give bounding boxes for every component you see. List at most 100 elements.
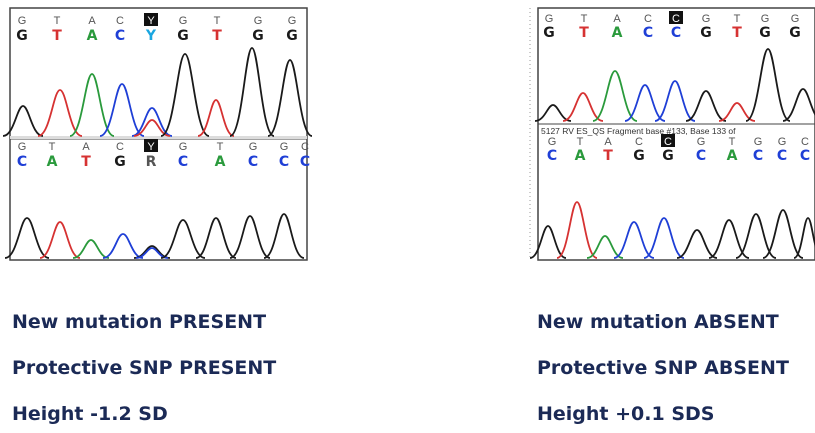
right-top-base-1: T bbox=[581, 13, 588, 25]
right-top-peak-3 bbox=[624, 84, 666, 122]
left-bottom-call-1: A bbox=[47, 154, 58, 170]
left-bottom-call-5: C bbox=[178, 154, 188, 170]
right-top-peak-6 bbox=[718, 102, 756, 122]
left-bottom-peak-5 bbox=[135, 247, 169, 259]
right-top-peak-8 bbox=[782, 88, 815, 122]
right-top-peak-4 bbox=[654, 80, 696, 122]
left-chromatogram-panel: G T A C Y G T G GG T A C Y G T G GG T A C Y G T G G CC A T G R C A C C C bbox=[2, 7, 313, 261]
left-top-call-3: C bbox=[115, 28, 125, 44]
left-top-base-3: C bbox=[116, 15, 124, 27]
left-bottom-base-4: Y bbox=[147, 141, 155, 153]
right-bottom-peak-9 bbox=[793, 217, 815, 259]
right-bottom-call-0: C bbox=[547, 148, 557, 164]
left-bottom-base-6: T bbox=[217, 141, 224, 153]
right-bottom-call-7: C bbox=[753, 148, 763, 164]
left-top-peak-4 bbox=[131, 107, 173, 137]
left-bottom-base-5: G bbox=[179, 141, 188, 153]
left-bottom-base-0: G bbox=[18, 141, 27, 153]
right-bottom-base-3: C bbox=[635, 136, 643, 148]
left-bottom-peak-0 bbox=[4, 217, 50, 259]
left-top-peak-0 bbox=[2, 105, 44, 137]
left-caption-height: Height -1.2 SD bbox=[12, 403, 168, 425]
right-top-peak-7 bbox=[745, 48, 791, 122]
right-caption-mutation: New mutation ABSENT bbox=[537, 311, 779, 333]
chromatogram-figure: G T A C Y G T G GG T A C Y G T G GG T A C Y G T G G CC A T G R C A C C C 5… bbox=[2, 7, 815, 261]
right-top-call-2: A bbox=[612, 25, 623, 41]
right-top-peak-2 bbox=[592, 70, 638, 122]
left-bottom-call-7: C bbox=[248, 154, 258, 170]
right-top-base-0: G bbox=[545, 13, 554, 25]
right-top-base-3: C bbox=[644, 13, 652, 25]
left-top-call-5: G bbox=[177, 28, 189, 44]
right-bottom-base-4: C bbox=[664, 136, 672, 148]
right-bottom-base-9: C bbox=[801, 136, 809, 148]
left-bottom-base-3: C bbox=[116, 141, 124, 153]
right-bottom-call-9: C bbox=[800, 148, 810, 164]
right-bottom-call-2: T bbox=[603, 148, 613, 164]
right-bottom-base-6: T bbox=[729, 136, 736, 148]
left-top-peak-9 bbox=[267, 59, 313, 137]
right-bottom-peak-6 bbox=[708, 219, 750, 259]
left-bottom-peak-3 bbox=[102, 233, 144, 259]
left-bottom-base-7: G bbox=[249, 141, 258, 153]
right-bottom-peak-7 bbox=[735, 213, 777, 259]
left-bottom-peak-8 bbox=[229, 215, 271, 259]
fragment-label: 5127 RV ES_QS Fragment base #133, Base 1… bbox=[541, 126, 736, 136]
right-bottom-call-6: A bbox=[727, 148, 738, 164]
right-bottom-peak-3 bbox=[613, 221, 655, 259]
left-bottom-call-8: C bbox=[279, 154, 289, 170]
right-top-peak-5 bbox=[685, 90, 727, 122]
left-top-base-4: Y bbox=[147, 15, 155, 27]
right-top-base-8: G bbox=[791, 13, 800, 25]
left-top-call-2: A bbox=[87, 28, 98, 44]
left-top-base-6: T bbox=[214, 15, 221, 27]
right-top-base-5: G bbox=[702, 13, 711, 25]
left-bottom-call-9: C bbox=[300, 154, 310, 170]
left-top-peak-7 bbox=[197, 99, 235, 137]
right-bottom-base-1: T bbox=[577, 136, 584, 148]
left-bottom-peak-1 bbox=[39, 221, 81, 259]
left-top-call-8: G bbox=[286, 28, 298, 44]
right-caption-snp: Protective SNP ABSENT bbox=[537, 357, 789, 379]
right-bottom-base-2: A bbox=[604, 136, 612, 148]
left-bottom-call-2: T bbox=[81, 154, 91, 170]
left-bottom-base-2: A bbox=[82, 141, 90, 153]
left-bottom-base-8: G bbox=[280, 141, 289, 153]
left-top-peak-5 bbox=[133, 119, 171, 137]
left-caption-snp: Protective SNP PRESENT bbox=[12, 357, 277, 379]
right-bottom-base-7: G bbox=[754, 136, 763, 148]
left-bottom-base-1: T bbox=[49, 141, 56, 153]
right-bottom-peak-5 bbox=[676, 229, 718, 259]
right-bottom-base-0: G bbox=[548, 136, 557, 148]
right-bottom-peak-4 bbox=[643, 217, 685, 259]
left-bottom-peak-4 bbox=[133, 245, 171, 259]
right-top-call-0: G bbox=[543, 25, 555, 41]
left-bottom-call-6: A bbox=[215, 154, 226, 170]
right-caption-height: Height +0.1 SDS bbox=[537, 403, 715, 425]
left-bottom-call-3: G bbox=[114, 154, 126, 170]
right-bottom-base-5: G bbox=[697, 136, 706, 148]
left-top-call-6: T bbox=[212, 28, 222, 44]
right-top-base-6: T bbox=[734, 13, 741, 25]
left-caption-mutation: New mutation PRESENT bbox=[12, 311, 267, 333]
left-top-base-0: G bbox=[18, 15, 27, 27]
left-bottom-base-9: C bbox=[301, 141, 309, 153]
right-bottom-base-8: G bbox=[778, 136, 787, 148]
right-top-call-6: T bbox=[732, 25, 742, 41]
right-chromatogram-panel: 5127 RV ES_QS Fragment base #133, Base 1… bbox=[529, 7, 815, 261]
left-top-peak-3 bbox=[99, 83, 145, 137]
left-top-call-7: G bbox=[252, 28, 264, 44]
left-bottom-peak-2 bbox=[72, 239, 110, 259]
right-top-peak-1 bbox=[562, 92, 604, 122]
left-bottom-call-4: R bbox=[146, 154, 157, 170]
right-top-call-4: C bbox=[671, 25, 681, 41]
right-bottom-peak-2 bbox=[586, 235, 624, 259]
right-top-base-7: G bbox=[761, 13, 770, 25]
left-bottom-call-0: C bbox=[17, 154, 27, 170]
right-bottom-call-1: A bbox=[575, 148, 586, 164]
right-top-call-3: C bbox=[643, 25, 653, 41]
left-top-peak-8 bbox=[229, 47, 275, 137]
left-top-base-8: G bbox=[288, 15, 297, 27]
right-bottom-peak-1 bbox=[556, 201, 598, 259]
left-top-base-2: A bbox=[88, 15, 96, 27]
